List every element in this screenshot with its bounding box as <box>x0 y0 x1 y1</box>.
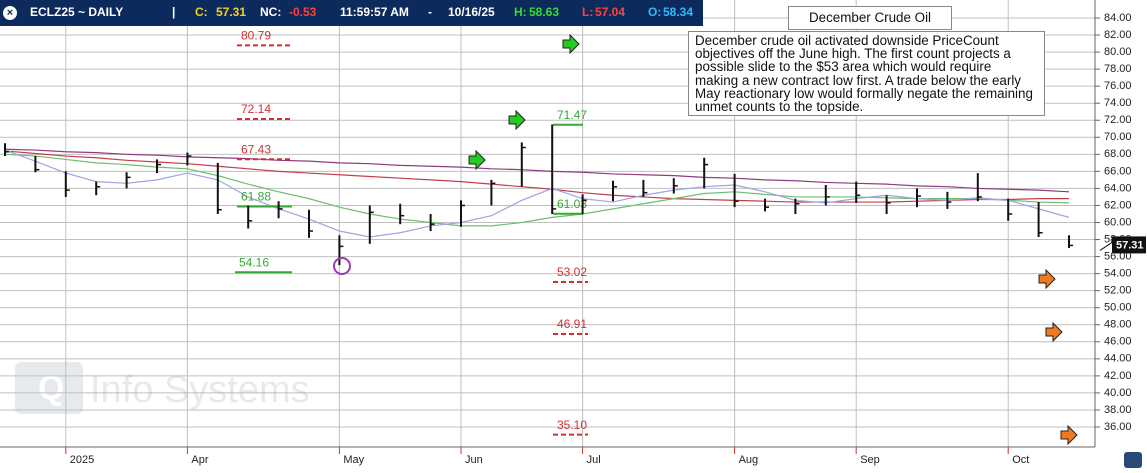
header-symbol: ECLZ25 ~ DAILY <box>30 5 123 19</box>
y-tick-label: 66.00 <box>1104 165 1132 177</box>
level-label: 80.79 <box>241 29 271 43</box>
orange-arrow <box>1045 321 1063 343</box>
qt-logo <box>1124 452 1142 468</box>
x-tick-label: 2025 <box>70 454 94 466</box>
y-tick-label: 70.00 <box>1104 131 1132 143</box>
x-tick-label: Oct <box>1012 454 1029 466</box>
x-tick-label: Jul <box>587 454 601 466</box>
y-tick-label: 48.00 <box>1104 319 1132 331</box>
moving-average <box>4 150 1069 203</box>
header-l: 57.04 <box>595 5 625 19</box>
last-price-pointer <box>1099 242 1113 251</box>
corner-icon: × <box>3 6 1142 468</box>
header-nc: -0.53 <box>289 5 317 19</box>
y-tick-label: 76.00 <box>1104 80 1132 92</box>
watermark: Q <box>15 362 83 414</box>
x-tick-label: May <box>343 454 364 466</box>
last-price-box <box>1112 236 1146 254</box>
close-icon-glyph: × <box>7 7 13 19</box>
y-tick-label: 36.00 <box>1104 421 1132 433</box>
level-label: 54.16 <box>239 255 269 269</box>
header-h: 58.63 <box>529 5 559 19</box>
y-tick-label: 40.00 <box>1104 387 1132 399</box>
y-tick-label: 72.00 <box>1104 114 1132 126</box>
orange-arrow <box>1060 424 1078 446</box>
level-label: 35.10 <box>557 418 587 432</box>
y-tick-label: 44.00 <box>1104 353 1132 365</box>
watermark-text: Info Systems <box>90 369 310 411</box>
header-time: 11:59:57 AM <box>340 5 409 19</box>
header-nc-label: NC: <box>260 5 281 19</box>
y-tick-label: 50.00 <box>1104 302 1132 314</box>
green-arrow <box>508 109 526 131</box>
level-label: 61.88 <box>241 190 271 204</box>
moving-average <box>4 149 1070 238</box>
header-date: 10/16/25 <box>448 5 495 19</box>
level-label: 71.47 <box>557 108 587 122</box>
green-arrow <box>468 149 486 171</box>
level-label: 67.43 <box>241 142 271 156</box>
y-tick-label: 46.00 <box>1104 336 1132 348</box>
y-tick-label: 42.00 <box>1104 370 1132 382</box>
x-tick-label: Sep <box>860 454 880 466</box>
moving-average <box>4 148 1070 193</box>
x-tick-label: Aug <box>739 454 759 466</box>
header-l-label: L: <box>582 5 593 19</box>
header-dash: - <box>428 5 432 19</box>
header: ECLZ25 ~ DAILY | C: 57.31 NC: -0.53 11:59:57 A… <box>30 5 693 19</box>
header-o: 58.34 <box>663 5 693 19</box>
arrows <box>468 33 1078 446</box>
low-circle <box>333 257 351 275</box>
y-tick-label: 60.00 <box>1104 216 1132 228</box>
chart-title: December Crude Oil <box>788 6 952 30</box>
watermark-logo-text: Q <box>38 369 64 407</box>
level-label: 61.03 <box>557 197 587 211</box>
orange-arrow <box>1038 268 1056 290</box>
level-label: 53.02 <box>557 265 587 279</box>
close-icon[interactable] <box>3 6 17 20</box>
x-tick-label: Apr <box>191 454 208 466</box>
header-h-label: H: <box>514 5 527 19</box>
y-tick-label: 54.00 <box>1104 268 1132 280</box>
y-tick-label: 38.00 <box>1104 404 1132 416</box>
header-bar <box>0 0 703 26</box>
y-tick-label: 64.00 <box>1104 182 1132 194</box>
y-tick-label: 78.00 <box>1104 63 1132 75</box>
y-tick-label: 74.00 <box>1104 97 1132 109</box>
y-tick-label: 52.00 <box>1104 285 1132 297</box>
last-price-label: 57.31 <box>1116 239 1144 251</box>
header-c: 57.31 <box>216 5 246 19</box>
annotation: December crude oil activated downside Pr… <box>688 31 1045 117</box>
y-tick-label: 62.00 <box>1104 199 1132 211</box>
y-tick-label: 68.00 <box>1104 148 1132 160</box>
header-sep: | <box>172 5 175 19</box>
green-arrow <box>562 33 580 55</box>
y-tick-label: 80.00 <box>1104 46 1132 58</box>
level-label: 46.91 <box>557 317 587 331</box>
y-tick-label: 56.00 <box>1104 250 1132 262</box>
header-o-label: O: <box>648 5 661 19</box>
x-tick-label: Jun <box>465 454 483 466</box>
y-tick-label: 82.00 <box>1104 29 1132 41</box>
header-c-label: C: <box>195 5 208 19</box>
y-tick-label: 84.00 <box>1104 12 1132 24</box>
moving-average <box>4 153 1070 227</box>
level-label: 72.14 <box>241 102 271 116</box>
